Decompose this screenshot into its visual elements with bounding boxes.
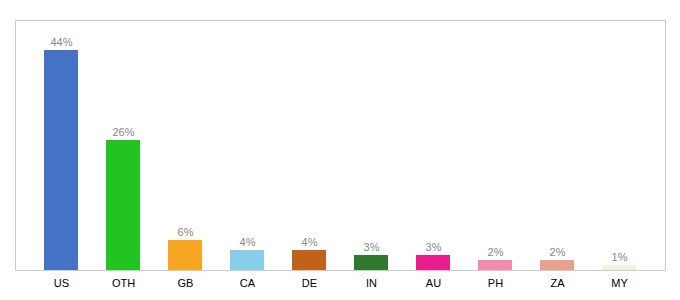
svg-text:3%: 3% [364,241,380,253]
svg-text:4%: 4% [240,236,256,248]
svg-text:IN: IN [366,277,377,289]
svg-text:PH: PH [488,277,503,289]
svg-text:26%: 26% [112,126,134,138]
svg-text:GB: GB [178,277,194,289]
svg-text:DE: DE [302,277,317,289]
svg-text:AU: AU [426,277,441,289]
svg-text:4%: 4% [302,236,318,248]
svg-text:6%: 6% [178,226,194,238]
svg-text:US: US [54,277,69,289]
svg-text:MY: MY [611,277,628,289]
svg-text:OTH: OTH [112,277,135,289]
svg-text:2%: 2% [550,246,566,258]
svg-text:ZA: ZA [550,277,565,289]
svg-text:1%: 1% [612,251,628,263]
svg-text:3%: 3% [426,241,442,253]
svg-text:44%: 44% [50,36,72,48]
svg-text:2%: 2% [488,246,504,258]
svg-text:CA: CA [240,277,256,289]
